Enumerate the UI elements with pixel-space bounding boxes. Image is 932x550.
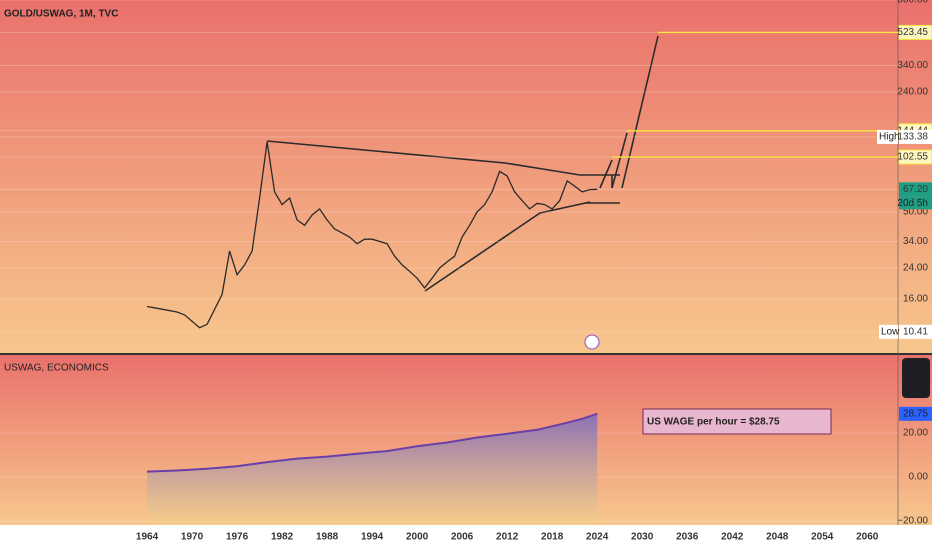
y-tick-label: −20.00 [897, 516, 928, 527]
high-box [877, 129, 898, 144]
y-tick-label: 10.41 [903, 327, 928, 338]
x-tick-label: 1964 [136, 532, 159, 543]
annotation-box [642, 408, 832, 435]
y-tick-label: 34.00 [903, 236, 928, 247]
y-tick-label: 133.38 [897, 132, 928, 143]
x-tick-label: 1976 [226, 532, 249, 543]
x-tick-label: 2006 [451, 532, 474, 543]
x-tick-label: 2048 [766, 532, 789, 543]
last-value-box [899, 406, 932, 421]
upper-title: GOLD/USWAG, 1M, TVC [4, 9, 118, 20]
low-label: Low [881, 327, 900, 338]
price-label-box [899, 129, 932, 144]
lower-title: USWAG, ECONOMICS [4, 363, 109, 374]
x-tick-label: 1994 [361, 532, 384, 543]
x-tick-label: 1982 [271, 532, 294, 543]
y-tick-label: 20.00 [903, 428, 928, 439]
series-line [146, 412, 598, 473]
y-tick-label: 24.00 [903, 263, 928, 274]
x-tick-label: 2060 [856, 532, 879, 543]
event-icon[interactable] [584, 334, 600, 350]
x-tick-label: 1970 [181, 532, 204, 543]
x-tick-label: 2030 [631, 532, 654, 543]
price-label-box [899, 324, 932, 339]
upper-panel [0, 0, 932, 353]
y-tick-label: 16.00 [903, 294, 928, 305]
y-tick-label: 0.00 [909, 472, 929, 483]
x-tick-label: 1988 [316, 532, 339, 543]
x-axis [0, 525, 932, 550]
last-value-label: 28.75 [903, 408, 928, 419]
y-tick-label: 240.00 [897, 87, 928, 98]
y-tick-label: 102.55 [897, 152, 928, 163]
price-label-box [899, 182, 932, 197]
x-tick-label: 2012 [496, 532, 519, 543]
y-tick-label: 50.00 [903, 207, 928, 218]
price-label-box [898, 149, 932, 165]
price-label-box [898, 24, 932, 40]
countdown: 20d 5h [897, 198, 928, 209]
trend-lines [266, 35, 659, 292]
x-tick-label: 2000 [406, 532, 429, 543]
high-label: High [879, 132, 900, 143]
x-tick-label: 2042 [721, 532, 744, 543]
area [147, 413, 598, 525]
indicator-button[interactable] [902, 358, 930, 398]
low-box [879, 324, 898, 339]
x-tick-label: 2054 [811, 532, 834, 543]
y-tick-label: 67.20 [903, 184, 928, 195]
y-tick-label: 800.00 [897, 0, 928, 6]
x-tick-label: 2018 [541, 532, 564, 543]
series-line [146, 141, 598, 329]
y-tick-label: 340.00 [897, 60, 928, 71]
x-tick-label: 2036 [676, 532, 699, 543]
x-tick-label: 2024 [586, 532, 609, 543]
y-tick-label: 523.45 [897, 27, 928, 38]
countdown-box [899, 196, 932, 210]
annotation: US WAGE per hour = $28.75 [647, 417, 780, 428]
